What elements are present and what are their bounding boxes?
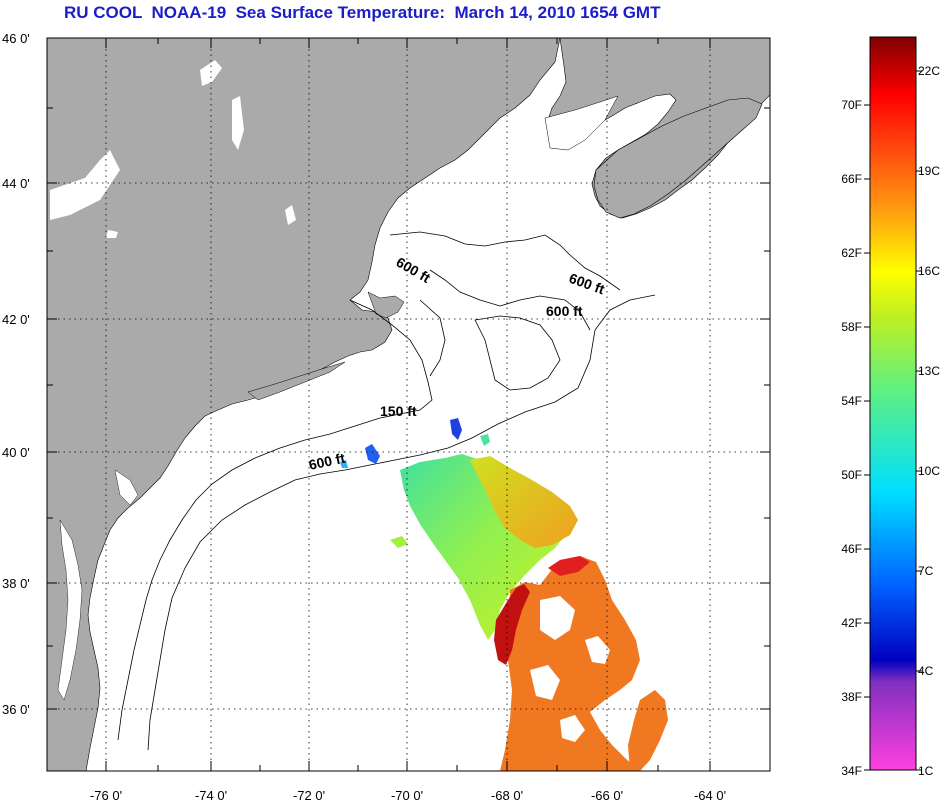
contour-gulf-maine-3 (474, 315, 561, 391)
cloud-hole-3 (585, 636, 610, 664)
sst-gulf-stream-warm (500, 556, 640, 771)
contour-label-150ft: 150 ft (380, 403, 417, 419)
colorbar-c-13: 13C (918, 364, 940, 378)
lat-label-36: 36 0' (2, 702, 30, 717)
water-bay-of-fundy (544, 95, 619, 151)
sst-cool-spot-3 (480, 434, 490, 446)
colorbar-gradient (869, 36, 917, 771)
lake-1 (200, 60, 222, 86)
lon-label-72: -72 0' (293, 788, 325, 803)
lat-label-46: 46 0' (2, 31, 30, 46)
colorbar-c-1: 1C (918, 764, 934, 778)
cloud-hole-1 (540, 596, 575, 640)
lat-label-44: 44 0' (2, 176, 30, 191)
lat-label-40: 40 0' (2, 445, 30, 460)
lon-label-66: -66 0' (591, 788, 623, 803)
colorbar-c-4: 4C (918, 664, 934, 678)
colorbar-c-7: 7C (918, 564, 934, 578)
contour-label-600ft-georges: 600 ft (546, 303, 583, 319)
sst-warm-core-top (548, 556, 590, 576)
sst-slope-water (470, 456, 578, 548)
lake-2 (232, 96, 244, 150)
contour-gulf-maine-4 (419, 299, 446, 377)
colorbar: 70F 66F 62F 58F 54F 50F 46F 42F 38F 34F … (841, 36, 940, 778)
lake-4 (285, 205, 296, 225)
water-chesapeake (57, 519, 83, 701)
sst-warm-east (628, 690, 668, 771)
lon-label-68: -68 0' (491, 788, 523, 803)
colorbar-c-19: 19C (918, 164, 940, 178)
colorbar-c-22: 22C (918, 64, 940, 78)
sst-small-patch-1 (390, 536, 408, 548)
sst-cool-filament (450, 418, 462, 440)
colorbar-f-34: 34F (841, 764, 862, 778)
map-ticks (47, 37, 770, 771)
colorbar-f-66: 66F (841, 172, 862, 186)
map-gridlines (47, 38, 770, 771)
lake-3 (50, 150, 120, 220)
colorbar-c-16: 16C (918, 264, 940, 278)
colorbar-f-58: 58F (841, 320, 862, 334)
contour-150ft (117, 299, 433, 741)
colorbar-f-54: 54F (841, 394, 862, 408)
colorbar-f-70: 70F (841, 98, 862, 112)
colorbar-f-46: 46F (841, 542, 862, 556)
lake-5 (106, 230, 118, 238)
colorbar-f-38: 38F (841, 690, 862, 704)
sst-cool-spot-2 (340, 460, 348, 468)
land-long-island (247, 361, 346, 401)
bathymetry-contours (117, 231, 656, 751)
cloud-hole-4 (560, 715, 585, 742)
colorbar-f-62: 62F (841, 246, 862, 260)
contour-gulf-maine-1 (389, 231, 621, 291)
contour-600ft-shelf (147, 294, 656, 751)
contour-gulf-maine-2 (429, 269, 591, 331)
lat-label-42: 42 0' (2, 312, 30, 327)
colorbar-f-42: 42F (841, 616, 862, 630)
map-title: RU COOL NOAA-19 Sea Surface Temperature:… (64, 3, 661, 22)
water-delaware-bay (114, 469, 139, 506)
lon-label-76: -76 0' (90, 788, 122, 803)
lat-label-38: 38 0' (2, 576, 30, 591)
lon-label-70: -70 0' (391, 788, 423, 803)
sst-gulf-stream-core (494, 584, 530, 665)
map-border (46, 37, 771, 772)
contour-label-600ft-shelf: 600 ft (307, 450, 346, 473)
land-nova-scotia (593, 97, 763, 219)
colorbar-f-50: 50F (841, 468, 862, 482)
lon-label-74: -74 0' (195, 788, 227, 803)
sst-cool-spot-1 (365, 444, 380, 464)
sst-data-layer (340, 418, 668, 771)
cloud-hole-2 (530, 665, 560, 700)
lon-label-64: -64 0' (694, 788, 726, 803)
colorbar-c-10: 10C (918, 464, 940, 478)
map-area[interactable] (47, 38, 770, 771)
